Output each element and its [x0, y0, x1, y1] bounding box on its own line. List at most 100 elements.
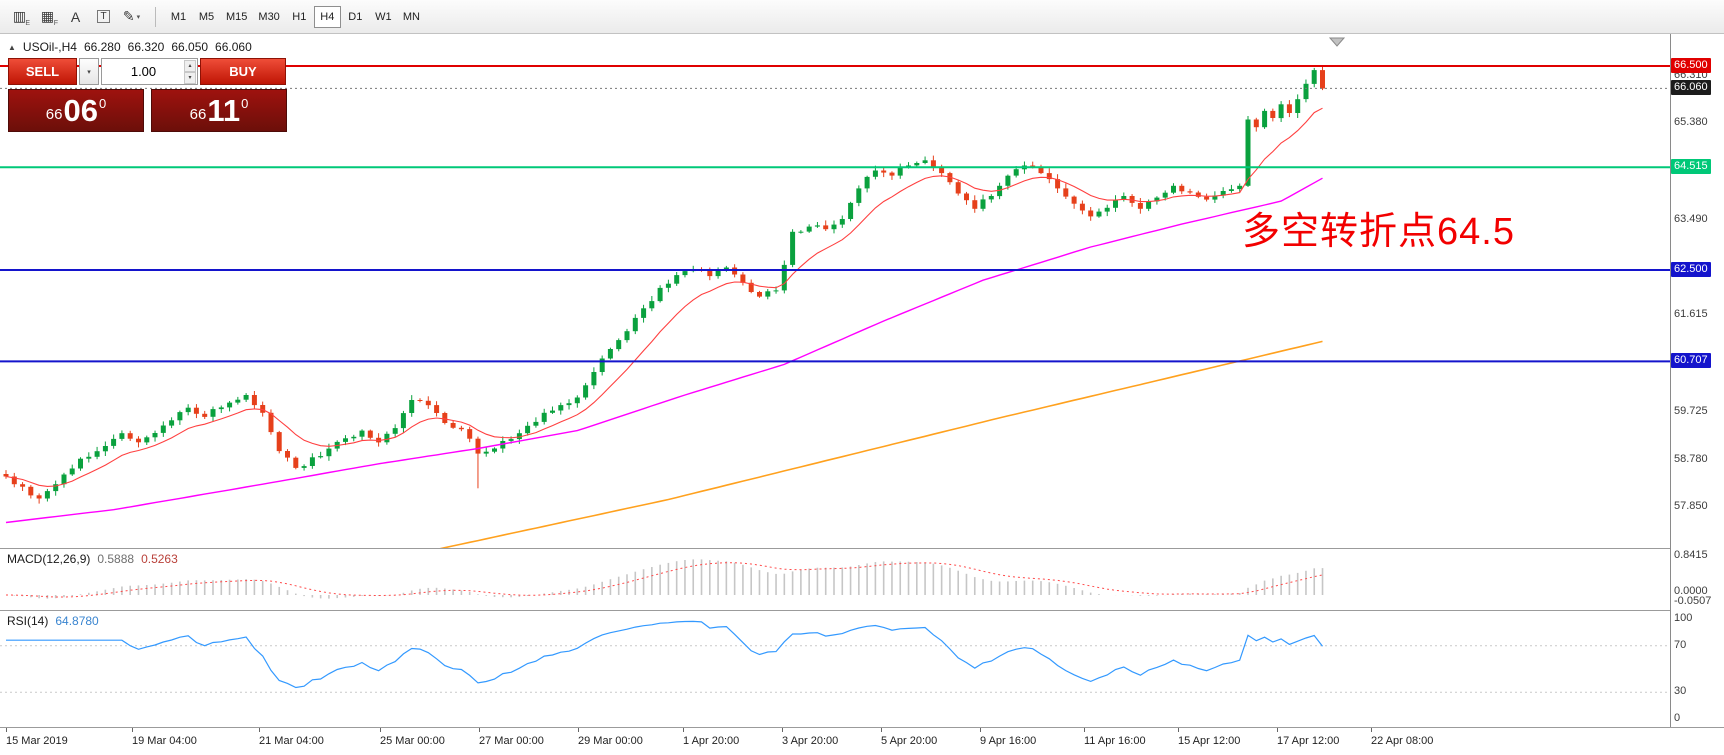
price-axis-label: 65.380: [1674, 116, 1708, 129]
bid-pipette: 0: [98, 96, 107, 111]
price-axis[interactable]: 66.310 65.380 63.490 61.615 59.725 58.780 57.8…: [1670, 0, 1724, 755]
time-axis-label: 5 Apr 20:00: [881, 735, 938, 747]
time-axis-label: 11 Apr 16:00: [1084, 735, 1146, 747]
time-tick: [1371, 728, 1372, 732]
bid-big-figure: 66: [45, 105, 63, 123]
time-tick: [881, 728, 882, 732]
macd-signal-value: 0.5263: [141, 552, 178, 566]
time-axis-label: 22 Apr 08:00: [1371, 735, 1434, 747]
text-tool-icon: A: [70, 8, 81, 25]
volume-increase-button[interactable]: ▴: [184, 60, 196, 72]
time-tick: [683, 728, 684, 732]
macd-main-value: 0.5888: [97, 552, 135, 566]
time-tick: [980, 728, 981, 732]
rsi-label: RSI(14): [7, 614, 49, 628]
time-axis-label: 15 Mar 2019: [6, 735, 68, 747]
toolbar-icon-group: ▥ E ▦ F A T ✎ ▾: [6, 5, 146, 29]
volume-field-wrap: ▴ ▾: [101, 58, 198, 85]
time-tick: [6, 728, 7, 732]
volume-input[interactable]: [102, 59, 197, 84]
macd-indicator-canvas[interactable]: [0, 549, 1670, 610]
time-axis-label: 19 Mar 04:00: [132, 735, 197, 747]
chevron-down-icon: ▾: [136, 13, 141, 21]
time-tick: [132, 728, 133, 732]
chart-title: ▲ USOil-,H4 66.280 66.320 66.050 66.060: [8, 40, 252, 54]
timeframe-mn-button[interactable]: MN: [398, 6, 425, 28]
macd-label: MACD(12,26,9): [7, 552, 91, 566]
time-tick: [1277, 728, 1278, 732]
chart-high-value: 66.320: [127, 40, 165, 54]
time-tick: [380, 728, 381, 732]
bar-chart-tool-button[interactable]: ▥ E: [6, 5, 33, 29]
chart-open-value: 66.280: [83, 40, 121, 54]
timeframe-h1-button[interactable]: H1: [286, 6, 313, 28]
time-axis[interactable]: 15 Mar 2019 19 Mar 04:00 21 Mar 04:00 25 Ma…: [0, 727, 1724, 755]
chart-text-annotation[interactable]: 多空转折点64.5: [1242, 211, 1515, 253]
time-tick: [479, 728, 480, 732]
textbox-tool-button[interactable]: T: [90, 5, 117, 29]
time-axis-label: 15 Apr 12:00: [1178, 735, 1241, 747]
price-axis-label: 63.490: [1674, 212, 1708, 225]
time-axis-label: 9 Apr 16:00: [980, 735, 1037, 747]
text-tool-button[interactable]: A: [62, 5, 89, 29]
buy-button[interactable]: BUY: [200, 58, 286, 85]
chart-low-value: 66.050: [171, 40, 209, 54]
price-axis-label: 58.780: [1674, 452, 1708, 465]
bar-chart-tool-icon-sub: E: [25, 19, 30, 27]
price-line-label: 62.500: [1671, 262, 1711, 277]
timeframe-button-group: M1 M5 M15 M30 H1 H4 D1 W1 MN: [165, 5, 426, 28]
rsi-scale-label: 100: [1674, 612, 1693, 624]
main-chart-canvas[interactable]: [0, 34, 1670, 548]
price-axis-label: 61.615: [1674, 308, 1708, 321]
textbox-tool-icon: T: [97, 10, 110, 23]
time-axis-label: 3 Apr 20:00: [782, 735, 839, 747]
chart-symbol-period: USOil-,H4: [22, 40, 77, 54]
grid-tool-icon-sub: F: [53, 19, 58, 27]
grid-tool-button[interactable]: ▦ F: [34, 5, 61, 29]
price-axis-border: [1670, 34, 1671, 727]
time-axis-label: 25 Mar 00:00: [380, 735, 445, 747]
rsi-scale-label: 0: [1674, 712, 1681, 724]
chart-shift-marker-icon: [1328, 37, 1346, 47]
volume-spinner: ▴ ▾: [184, 60, 196, 84]
draw-tools-button[interactable]: ✎ ▾: [118, 5, 145, 29]
time-tick: [259, 728, 260, 732]
rsi-indicator-canvas[interactable]: [0, 611, 1670, 727]
timeframe-m1-button[interactable]: M1: [165, 6, 192, 28]
price-line-label: 64.515: [1671, 159, 1711, 175]
chart-close-value: 66.060: [215, 40, 252, 54]
timeframe-m30-button[interactable]: M30: [253, 6, 284, 28]
timeframe-m5-button[interactable]: M5: [193, 6, 220, 28]
price-axis-label: 59.725: [1674, 404, 1708, 417]
bid-pips: 06: [63, 92, 98, 128]
macd-panel-divider[interactable]: [0, 548, 1670, 549]
rsi-panel-divider[interactable]: [0, 610, 1670, 611]
macd-scale-label: -0.0507: [1674, 595, 1712, 607]
grid-tool-icon: ▦: [40, 8, 55, 24]
sell-button[interactable]: SELL: [8, 58, 77, 85]
price-line-label: 66.060: [1671, 80, 1711, 96]
volume-dropdown-button[interactable]: ▾: [79, 58, 99, 85]
time-tick: [578, 728, 579, 732]
symbol-marker-icon: ▲: [8, 42, 16, 52]
timeframe-h4-button[interactable]: H4: [313, 5, 341, 28]
timeframe-d1-button[interactable]: D1: [342, 6, 369, 28]
bid-price-display[interactable]: 66 06 0: [8, 89, 144, 132]
bar-chart-tool-icon: ▥: [12, 8, 27, 24]
volume-decrease-button[interactable]: ▾: [184, 72, 196, 84]
time-axis-label: 27 Mar 00:00: [479, 735, 544, 747]
rsi-scale-label: 70: [1674, 639, 1687, 651]
price-line-label: 66.500: [1671, 58, 1711, 73]
timeframe-w1-button[interactable]: W1: [370, 6, 397, 28]
ask-big-figure: 66: [189, 105, 207, 123]
time-tick: [1084, 728, 1085, 732]
time-tick: [782, 728, 783, 732]
time-axis-label: 1 Apr 20:00: [683, 735, 740, 747]
top-toolbar: ▥ E ▦ F A T ✎ ▾ M1 M5 M15 M30 H1 H4 D1 W1 MN: [0, 0, 1724, 34]
timeframe-m15-button[interactable]: M15: [221, 6, 252, 28]
time-axis-label: 29 Mar 00:00: [578, 735, 643, 747]
ask-price-display[interactable]: 66 11 0: [151, 89, 287, 132]
toolbar-separator: [155, 6, 156, 27]
